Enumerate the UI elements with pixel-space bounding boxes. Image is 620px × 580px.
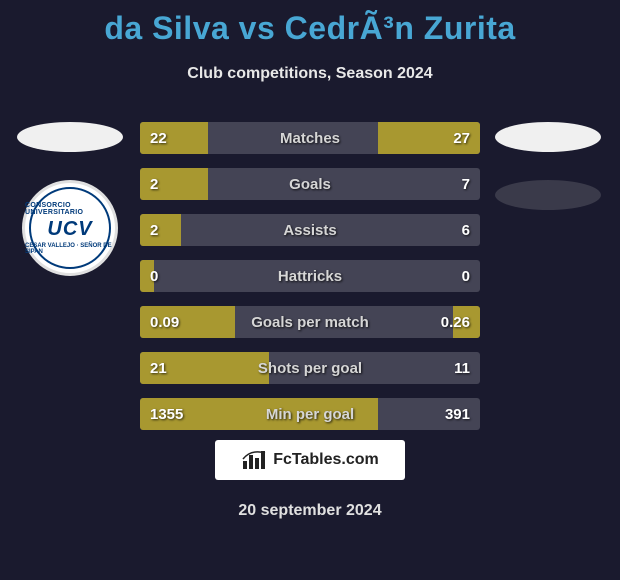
stat-row: Hattricks0 0 bbox=[140, 260, 480, 292]
page-title: da Silva vs CedrÃ³n Zurita bbox=[0, 0, 620, 47]
stat-label: Shots per goal bbox=[140, 360, 480, 377]
stat-row: Min per goal1355391 bbox=[140, 398, 480, 430]
stat-label: Goals per match bbox=[140, 314, 480, 331]
stat-label: Assists bbox=[140, 222, 480, 239]
subtitle: Club competitions, Season 2024 bbox=[0, 65, 620, 83]
stat-value-left: 2 bbox=[140, 222, 168, 239]
stat-row: Shots per goal21 11 bbox=[140, 352, 480, 384]
stat-label: Matches bbox=[140, 130, 480, 147]
badge-bottom-text: CESAR VALLEJO · SEÑOR DE SIPAN bbox=[25, 243, 115, 255]
badge-main-text: UCV bbox=[47, 218, 92, 241]
stat-value-right: 11 bbox=[444, 360, 480, 377]
team-logo-placeholder bbox=[17, 122, 123, 152]
stat-value-right: 391 bbox=[435, 406, 480, 423]
club-badge-ucv: CONSORCIO UNIVERSITARIO UCV CESAR VALLEJ… bbox=[22, 180, 118, 276]
stat-value-left: 2 bbox=[140, 176, 168, 193]
date-text: 20 september 2024 bbox=[0, 502, 620, 520]
left-team-badges: CONSORCIO UNIVERSITARIO UCV CESAR VALLEJ… bbox=[10, 122, 130, 276]
badge-top-text: CONSORCIO UNIVERSITARIO bbox=[25, 202, 115, 216]
stat-value-right: 6 bbox=[452, 222, 480, 239]
stat-label: Goals bbox=[140, 176, 480, 193]
stat-value-right: 27 bbox=[443, 130, 480, 147]
stat-row: Goals2 7 bbox=[140, 168, 480, 200]
brand-text: FcTables.com bbox=[273, 451, 379, 469]
right-team-badges bbox=[488, 122, 608, 210]
team-logo-placeholder bbox=[495, 122, 601, 152]
stat-value-right: 0 bbox=[452, 268, 480, 285]
stat-value-left: 1355 bbox=[140, 406, 193, 423]
stat-value-left: 0 bbox=[140, 268, 168, 285]
brand-logo[interactable]: FcTables.com bbox=[215, 440, 405, 480]
stat-row: Assists2 6 bbox=[140, 214, 480, 246]
stat-row: Matches22 27 bbox=[140, 122, 480, 154]
team-logo-placeholder bbox=[495, 180, 601, 210]
stat-value-right: 7 bbox=[452, 176, 480, 193]
stat-label: Hattricks bbox=[140, 268, 480, 285]
stat-value-left: 0.09 bbox=[140, 314, 189, 331]
stat-value-left: 22 bbox=[140, 130, 177, 147]
stats-container: Matches2227Goals27Assists26Hattricks00Go… bbox=[140, 122, 480, 430]
stat-row: Goals per match0.09 0.26 bbox=[140, 306, 480, 338]
chart-bars-icon bbox=[241, 449, 269, 471]
stat-value-left: 21 bbox=[140, 360, 177, 377]
stat-value-right: 0.26 bbox=[431, 314, 480, 331]
